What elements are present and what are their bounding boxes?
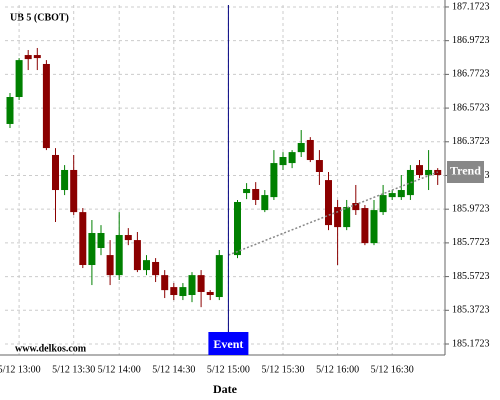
watermark: www.delkos.com [15,343,87,354]
candle-body [206,291,214,296]
candle-body [343,207,351,228]
candle-body [124,235,132,241]
trend-label: Trend [450,164,481,178]
x-axis-title: Date [213,382,238,396]
candle-body [234,201,241,256]
candle-body [425,169,433,176]
y-tick-label: 186.9723 [452,35,490,46]
chart-title: UB 5 (CBOT) [10,12,69,23]
candle-body [133,240,141,271]
candle-body [297,143,305,153]
candle-body [215,255,223,298]
candle-body [270,163,278,198]
y-tick-label: 187.1723 [452,1,490,12]
event-box [208,332,249,355]
y-tick-label: 185.5723 [452,271,490,282]
y-tick-label: 185.9723 [452,203,490,214]
candle-body [52,154,59,191]
y-tick-label: 185.1723 [452,338,490,349]
candle-body [170,287,178,296]
candle-body [70,169,78,213]
candle-body [352,203,360,211]
x-tick-label: 5/12 16:00 [316,364,359,375]
y-tick-label: 186.7723 [452,69,490,80]
candle-body [179,287,187,297]
x-tick-label: 5/12 14:00 [98,364,141,375]
y-tick-label: 186.3723 [452,136,490,147]
y-tick-label: 185.3723 [452,305,490,316]
x-tick-label: 5/12 14:30 [152,364,195,375]
candle-body [315,160,323,172]
x-tick-label: 5/12 15:00 [207,364,250,375]
candle-body [161,275,169,291]
candle-body [406,169,414,196]
candle-body [33,55,41,59]
candle-body [370,210,378,244]
candle-body [397,190,405,198]
candle-body [379,195,387,213]
trend-label-box [447,160,484,183]
candle-body [61,169,69,191]
candle-body [6,97,14,124]
y-tick-label: 186.5723 [452,102,490,113]
event-label: Event [213,337,243,351]
candle-body [115,235,123,276]
candle-body [325,180,332,226]
candle-body [416,165,423,176]
candle-body [188,275,196,296]
candle-body [15,60,23,98]
candle-body [306,139,314,161]
x-tick-label: 5/12 13:00 [0,364,41,375]
candle-body [243,189,251,194]
candle-body [288,152,296,164]
candle-body [79,212,87,266]
candle-body [106,255,114,276]
candle-body [388,193,396,198]
candle-body [143,260,150,271]
candle-body [42,63,50,149]
candle-body [88,232,96,266]
candle-body [197,275,205,292]
x-tick-label: 5/12 13:30 [52,364,95,375]
candle-body [279,156,287,166]
x-tick-label: 5/12 15:30 [261,364,304,375]
candle-body [97,232,105,248]
candle-body [261,195,269,211]
x-tick-label: 5/12 16:30 [371,364,414,375]
trend-line [228,171,438,256]
candle-body [334,207,342,228]
candle-body [24,55,32,60]
candle-body [152,261,160,276]
candle-body [252,189,260,200]
y-tick-label: 185.7723 [452,237,490,248]
candle-body [361,208,369,244]
